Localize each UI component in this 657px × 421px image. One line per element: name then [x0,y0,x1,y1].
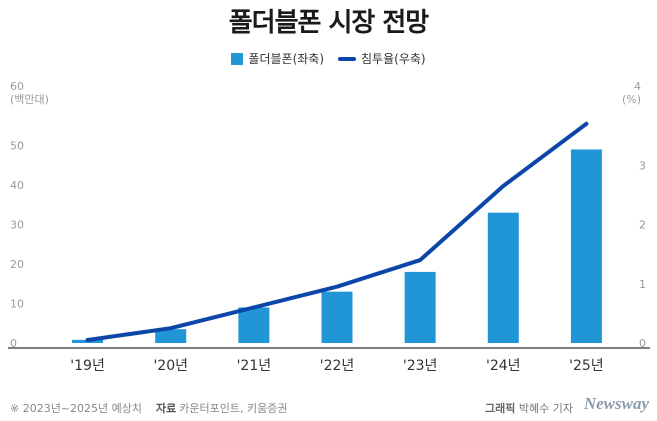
right-tick-label: 0 [639,337,646,350]
bar [404,271,436,343]
right-tick-label: 3 [639,159,646,172]
bar [155,329,187,343]
left-axis-unit-label: (백만대) [10,93,49,106]
legend-swatch-bar [231,52,244,65]
credit-text: 박혜수 기자 [518,402,573,415]
penetration-line [85,121,589,343]
bar [238,307,270,343]
left-tick-label: 20 [10,258,24,271]
legend-label-line: 침투율(우축) [361,52,426,66]
left-tick-label: 40 [10,179,24,192]
x-tick-label: '19년 [70,358,105,374]
left-tick-label: 0 [10,337,17,350]
right-axis-top-tick: 4 [634,80,641,93]
x-tick-label: '21년 [237,358,272,374]
left-tick-label: 10 [10,298,24,311]
right-axis-unit: 4 (%) [622,80,641,106]
right-tick-label: 1 [639,278,646,291]
legend-label-bar: 폴더블폰(좌축) [248,52,325,66]
brand-logo: Newsway [583,394,649,413]
right-axis-unit-label: (%) [621,93,641,106]
footer-note: ※ 2023년~2025년 예상치 [10,402,143,415]
source-label: 자료 [156,402,177,415]
x-tick-label: '25년 [569,358,604,374]
right-tick-label: 2 [639,219,646,232]
footer: ※ 2023년~2025년 예상치 자료 카운터포인트, 키움증권 [10,400,287,416]
source-text: 카운터포인트, 키움증권 [179,402,288,415]
legend-item-bar: 폴더블폰(좌축) [231,50,324,67]
x-tick-label: '20년 [153,358,188,374]
left-tick-label: 50 [10,140,24,153]
left-tick-label: 30 [10,219,24,232]
bar [321,291,353,343]
x-tick-label: '24년 [486,358,521,374]
credit: 그래픽 박혜수 기자 [485,400,573,416]
left-axis-top-tick: 60 [10,80,24,93]
legend-swatch-line [338,56,357,61]
x-tick-label: '22년 [320,358,355,374]
legend: 폴더블폰(좌축) 침투율(우축) [0,50,657,67]
left-axis-unit: 60 (백만대) [10,80,49,106]
bar [570,149,602,343]
x-tick-label: '23년 [403,358,438,374]
bar [487,212,519,343]
chart-title: 폴더블폰 시장 전망 [228,8,429,38]
credit-label: 그래픽 [485,402,516,415]
legend-item-line: 침투율(우축) [338,50,426,67]
